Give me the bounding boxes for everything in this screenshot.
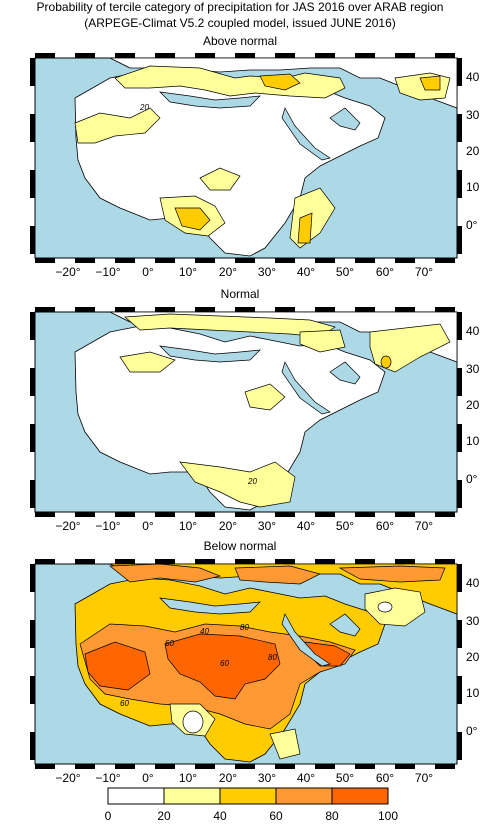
colorbar-swatch-0-20 [107, 787, 165, 805]
lat-labels-above: 40° 30° 20° 10° 0° [466, 70, 480, 232]
colorbar-swatch-20-40 [163, 787, 221, 805]
lat-label-40: 40° [466, 324, 480, 338]
colorbar-swatches [107, 787, 389, 805]
lon-label-20: 20° [219, 265, 237, 279]
lon-label-60: 60° [376, 771, 394, 785]
lon-label-m10: −10° [95, 265, 120, 279]
lon-label-20: 20° [219, 519, 237, 533]
lon-labels-normal: −20° −10° 0° 10° 20° 30° 40° 50° 60° 70° [55, 519, 433, 533]
lon-label-10: 10° [179, 265, 197, 279]
contour-label-normal: 20 [247, 477, 257, 486]
panel-title-below-normal: Below normal [203, 539, 277, 553]
panel-title-normal: Normal [220, 287, 260, 301]
lat-label-20: 20° [466, 144, 480, 158]
lon-label-10: 10° [179, 519, 197, 533]
colorbar-label-20: 20 [157, 809, 171, 823]
lon-label-40: 40° [297, 265, 315, 279]
lon-label-50: 50° [336, 771, 354, 785]
figure-subtitle: (ARPEGE-Climat V5.2 coupled model, issue… [84, 16, 396, 30]
colorbar-label-40: 40 [213, 809, 227, 823]
lon-label-0: 0° [142, 519, 154, 533]
lon-label-m20: −20° [55, 519, 80, 533]
contour-labels-below: 60 40 80 60 80 60 [120, 623, 277, 708]
map-normal: 20 40° 30° 20° 10° 0° −20° −10° 0° 10° 2… [30, 307, 480, 533]
contour-label-below-3: 80 [240, 623, 249, 632]
lon-label-70: 70° [415, 265, 433, 279]
lat-label-40: 40° [466, 576, 480, 590]
map-frame-below: 60 40 80 60 80 60 40° 30° 20° 10° 0° −20… [30, 559, 480, 785]
map-below-normal: 60 40 80 60 80 60 40° 30° 20° 10° 0° −20… [30, 559, 480, 785]
figure-title: Probability of tercile category of preci… [36, 0, 444, 14]
lon-label-60: 60° [376, 265, 394, 279]
lat-labels-below: 40° 30° 20° 10° 0° [466, 576, 480, 738]
lon-label-50: 50° [336, 519, 354, 533]
colorbar-label-0: 0 [105, 809, 112, 823]
colorbar-labels: 0 20 40 60 80 100 [105, 809, 399, 823]
lat-label-10: 10° [466, 180, 480, 194]
contour-label-below-6: 60 [120, 699, 129, 708]
lon-label-50: 50° [336, 265, 354, 279]
contour-label-below-2: 40 [200, 627, 209, 636]
lon-label-10: 10° [179, 771, 197, 785]
lon-labels-above: −20° −10° 0° 10° 20° 30° 40° 50° 60° 70° [55, 265, 433, 279]
contour-label-below-4: 60 [220, 659, 229, 668]
panel-title-above-normal: Above normal [202, 34, 278, 48]
lon-label-20: 20° [219, 771, 237, 785]
lat-labels-normal: 40° 30° 20° 10° 0° [466, 324, 480, 486]
frame-bars-below [30, 559, 462, 769]
lat-label-0: 0° [466, 218, 478, 232]
colorbar-legend: 0 20 40 60 80 100 [105, 787, 399, 823]
lon-label-30: 30° [258, 265, 276, 279]
frame-bars-normal [30, 307, 462, 517]
colorbar-label-100: 100 [378, 809, 398, 823]
lon-labels-below: −20° −10° 0° 10° 20° 30° 40° 50° 60° 70° [55, 771, 433, 785]
lon-label-0: 0° [142, 771, 154, 785]
map-frame-above: 20 40° 30° 20° 10° 0° −20° −10° 0° 10° 2… [30, 53, 480, 279]
lon-label-70: 70° [415, 771, 433, 785]
lon-label-60: 60° [376, 519, 394, 533]
colorbar-label-60: 60 [269, 809, 283, 823]
lat-label-0: 0° [466, 724, 478, 738]
contour-label-below-1: 60 [165, 639, 174, 648]
colorbar-label-80: 80 [325, 809, 339, 823]
lon-label-40: 40° [297, 771, 315, 785]
lat-label-20: 20° [466, 650, 480, 664]
lon-label-m10: −10° [95, 519, 120, 533]
lon-label-m20: −20° [55, 771, 80, 785]
lon-label-30: 30° [258, 771, 276, 785]
lon-label-40: 40° [297, 519, 315, 533]
lat-label-10: 10° [466, 686, 480, 700]
lat-label-30: 30° [466, 362, 480, 376]
contour-label-below-5: 80 [268, 653, 277, 662]
colorbar-swatch-40-60 [219, 787, 277, 805]
lat-label-30: 30° [466, 108, 480, 122]
lat-label-40: 40° [466, 70, 480, 84]
lon-label-m10: −10° [95, 771, 120, 785]
lat-label-0: 0° [466, 472, 478, 486]
frame-bars-above [30, 53, 462, 263]
lon-label-70: 70° [415, 519, 433, 533]
lat-label-30: 30° [466, 614, 480, 628]
lon-label-30: 30° [258, 519, 276, 533]
map-frame-normal: 20 40° 30° 20° 10° 0° −20° −10° 0° 10° 2… [30, 307, 480, 533]
map-above-normal: 20 40° 30° 20° 10° 0° −20° −10° 0° 10° 2… [30, 53, 480, 279]
colorbar-swatch-80-100 [331, 787, 389, 805]
lat-label-10: 10° [466, 434, 480, 448]
contour-label-above: 20 [139, 103, 149, 112]
lat-label-20: 20° [466, 398, 480, 412]
colorbar-swatch-60-80 [275, 787, 333, 805]
lon-label-m20: −20° [55, 265, 80, 279]
lon-label-0: 0° [142, 265, 154, 279]
